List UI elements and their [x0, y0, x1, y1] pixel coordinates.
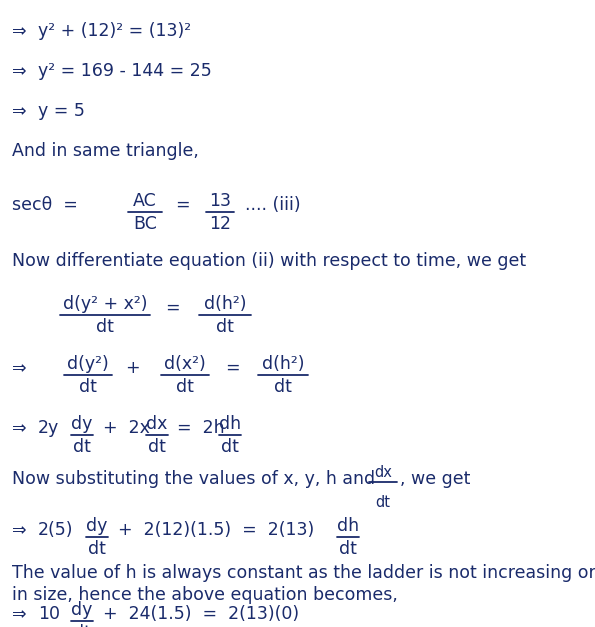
Text: dt: dt — [221, 438, 239, 456]
Text: +  24(1.5)  =  2(13)(0): + 24(1.5) = 2(13)(0) — [103, 605, 299, 623]
Text: ⇒: ⇒ — [12, 102, 27, 120]
Text: y² = 169 - 144 = 25: y² = 169 - 144 = 25 — [38, 62, 212, 80]
Text: d(y² + x²): d(y² + x²) — [62, 295, 147, 313]
Text: d(h²): d(h²) — [203, 295, 246, 313]
Text: in size, hence the above equation becomes,: in size, hence the above equation become… — [12, 586, 398, 604]
Text: d(h²): d(h²) — [262, 355, 304, 373]
Text: ⇒: ⇒ — [12, 62, 27, 80]
Text: dt: dt — [216, 318, 234, 336]
Text: ⇒: ⇒ — [12, 419, 27, 437]
Text: ⇒: ⇒ — [12, 22, 27, 40]
Text: 10: 10 — [38, 605, 60, 623]
Text: dt: dt — [79, 378, 97, 396]
Text: dx: dx — [374, 465, 392, 480]
Text: +: + — [125, 359, 140, 377]
Text: ⇒: ⇒ — [12, 605, 27, 623]
Text: Now substituting the values of x, y, h and: Now substituting the values of x, y, h a… — [12, 470, 375, 488]
Text: dt: dt — [176, 378, 194, 396]
Text: dh: dh — [219, 415, 241, 433]
Text: =: = — [225, 359, 240, 377]
Text: dh: dh — [337, 517, 359, 535]
Text: dt: dt — [96, 318, 114, 336]
Text: dt: dt — [73, 438, 91, 456]
Text: 2(5): 2(5) — [38, 521, 74, 539]
Text: Now differentiate equation (ii) with respect to time, we get: Now differentiate equation (ii) with res… — [12, 252, 526, 270]
Text: d(x²): d(x²) — [164, 355, 206, 373]
Text: 2y: 2y — [38, 419, 60, 437]
Text: dt: dt — [73, 624, 91, 627]
Text: 12: 12 — [209, 215, 231, 233]
Text: dx: dx — [146, 415, 168, 433]
Text: dy: dy — [71, 415, 93, 433]
Text: y = 5: y = 5 — [38, 102, 85, 120]
Text: ⇒: ⇒ — [12, 521, 27, 539]
Text: =  2h: = 2h — [177, 419, 225, 437]
Text: ⇒: ⇒ — [12, 359, 27, 377]
Text: BC: BC — [133, 215, 157, 233]
Text: dt: dt — [339, 540, 357, 558]
Text: AC: AC — [133, 192, 157, 210]
Text: secθ  =: secθ = — [12, 196, 78, 214]
Text: +  2(12)(1.5)  =  2(13): + 2(12)(1.5) = 2(13) — [118, 521, 314, 539]
Text: y² + (12)² = (13)²: y² + (12)² = (13)² — [38, 22, 191, 40]
Text: =: = — [175, 196, 190, 214]
Text: dt: dt — [375, 495, 390, 510]
Text: dt: dt — [274, 378, 292, 396]
Text: dy: dy — [86, 517, 108, 535]
Text: =: = — [165, 299, 180, 317]
Text: , we get: , we get — [400, 470, 471, 488]
Text: .... (iii): .... (iii) — [245, 196, 300, 214]
Text: +  2x: + 2x — [103, 419, 150, 437]
Text: And in same triangle,: And in same triangle, — [12, 142, 199, 160]
Text: The value of h is always constant as the ladder is not increasing or decreasing: The value of h is always constant as the… — [12, 564, 595, 582]
Text: dt: dt — [88, 540, 106, 558]
Text: dy: dy — [71, 601, 93, 619]
Text: dt: dt — [148, 438, 166, 456]
Text: 13: 13 — [209, 192, 231, 210]
Text: d(y²): d(y²) — [67, 355, 109, 373]
